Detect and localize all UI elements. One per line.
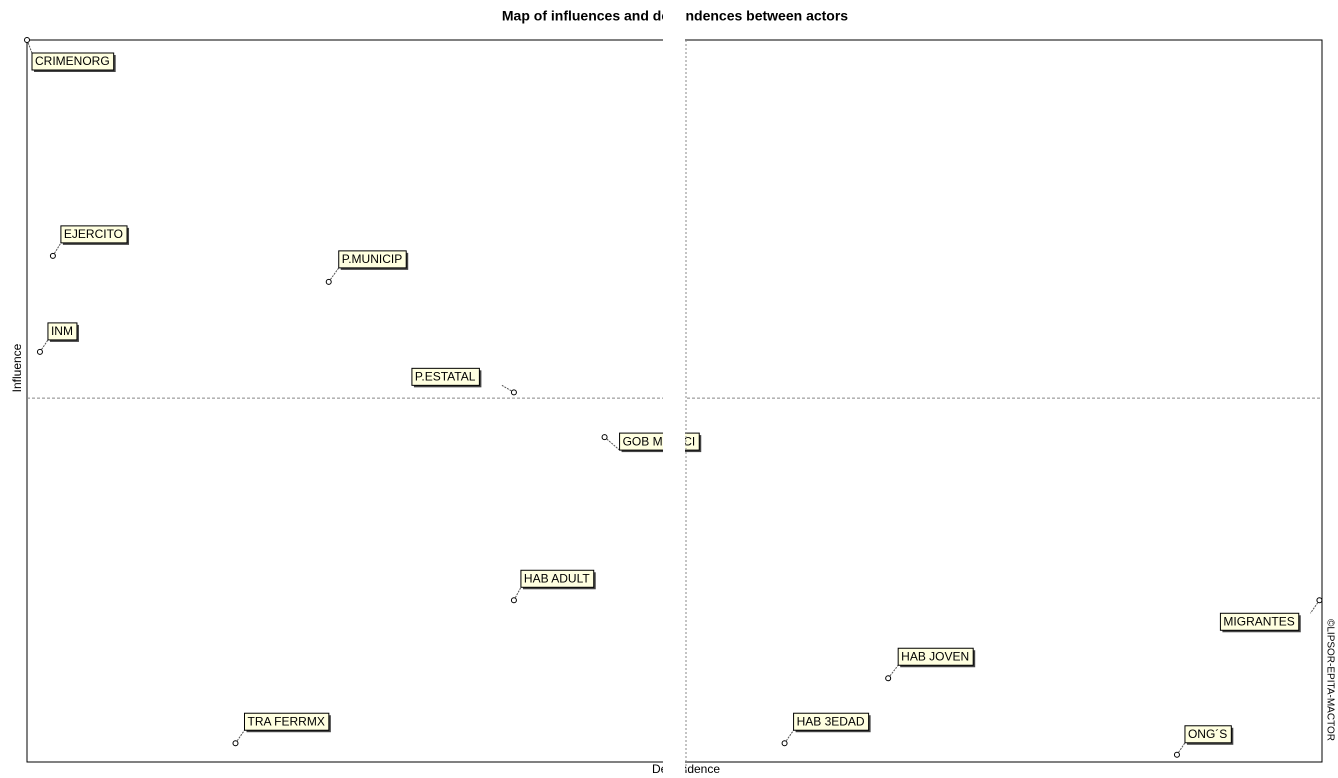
label-box — [1219, 612, 1300, 631]
point — [36, 348, 43, 355]
leader-line — [887, 664, 899, 679]
point — [510, 389, 517, 396]
leader-line — [52, 242, 62, 257]
leader-line — [1309, 599, 1320, 614]
leader-line — [39, 339, 49, 353]
split-gap — [663, 0, 685, 778]
point-label: P.ESTATAL — [415, 370, 476, 384]
point — [49, 252, 56, 259]
label-box — [520, 569, 595, 588]
point — [1316, 597, 1323, 604]
label-box — [338, 250, 407, 269]
point-label: MIGRANTES — [1223, 614, 1294, 628]
label-box — [1184, 725, 1232, 744]
watermark: ©LIPSOR-EPITA-MACTOR — [1324, 619, 1335, 741]
point — [885, 675, 892, 682]
point — [601, 434, 608, 441]
leader-line — [235, 729, 245, 744]
label-box — [897, 647, 974, 666]
point — [24, 37, 30, 43]
label-box — [47, 322, 78, 341]
point-label: TRA FERRMX — [247, 714, 324, 728]
point-label: P.MUNICIP — [342, 252, 402, 266]
leader-line — [1176, 742, 1186, 756]
point — [325, 278, 332, 285]
point-label: HAB ADULT — [524, 571, 590, 585]
point-label: ONG´S — [1188, 727, 1227, 741]
point — [232, 740, 239, 747]
label-box — [31, 52, 115, 71]
label-box — [411, 367, 480, 386]
leader-line — [26, 39, 33, 54]
point-label: EJERCITO — [64, 227, 123, 241]
leader-line — [784, 729, 794, 744]
point-label: INM — [51, 324, 73, 338]
leader-line — [604, 436, 620, 451]
label-box — [243, 712, 330, 731]
point-label: CRIMENORG — [35, 54, 110, 68]
leader-line — [501, 384, 515, 393]
point — [781, 740, 788, 747]
y-axis-label: Influence — [10, 343, 24, 392]
leader-line — [513, 587, 522, 601]
label-box — [60, 225, 128, 244]
point-label: HAB 3EDAD — [797, 714, 865, 728]
point — [1173, 751, 1180, 758]
point-label: HAB JOVEN — [901, 649, 969, 663]
label-box — [793, 712, 870, 731]
point — [510, 597, 517, 604]
